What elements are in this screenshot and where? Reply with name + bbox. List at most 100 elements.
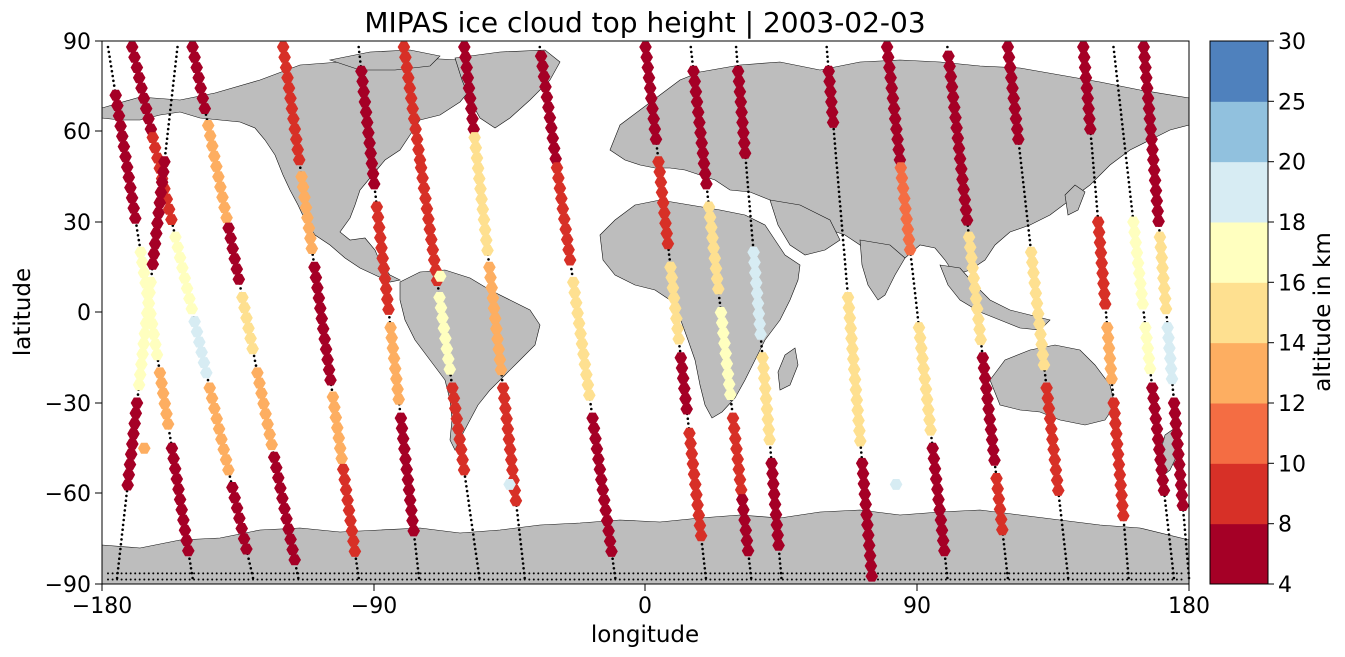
track-dot bbox=[1067, 578, 1070, 581]
cloud-marker bbox=[1162, 332, 1175, 344]
cloud-marker bbox=[1128, 226, 1141, 238]
track-dot bbox=[470, 523, 474, 527]
cloud-marker bbox=[370, 201, 384, 213]
track-dot bbox=[914, 301, 918, 305]
cloud-marker bbox=[406, 515, 419, 527]
track-dot bbox=[121, 528, 124, 531]
cloud-marker bbox=[1101, 332, 1115, 344]
cloud-marker bbox=[244, 333, 257, 344]
track-dot bbox=[1091, 161, 1095, 165]
cloud-marker bbox=[217, 444, 230, 455]
track-dot bbox=[211, 578, 214, 581]
cloud-marker bbox=[146, 132, 160, 143]
track-dot bbox=[958, 572, 961, 575]
track-dot bbox=[256, 578, 259, 581]
track-dot bbox=[168, 431, 171, 435]
cloud-marker bbox=[144, 276, 157, 288]
track-dot bbox=[215, 578, 218, 581]
cloud-marker bbox=[485, 282, 498, 294]
colorbar-block bbox=[1210, 101, 1268, 163]
cloud-marker bbox=[165, 214, 178, 225]
cloud-marker bbox=[1150, 423, 1164, 435]
track-dot bbox=[723, 572, 725, 575]
cloud-marker bbox=[1154, 241, 1168, 253]
track-dot bbox=[750, 572, 753, 575]
cloud-marker bbox=[265, 439, 278, 451]
cloud-marker bbox=[757, 362, 770, 374]
track-dot bbox=[836, 176, 840, 179]
cloud-marker bbox=[483, 261, 496, 273]
track-dot bbox=[1163, 499, 1167, 503]
track-dot bbox=[387, 578, 390, 581]
cloud-marker bbox=[949, 112, 962, 124]
track-dot bbox=[342, 578, 345, 581]
cloud-marker bbox=[1175, 489, 1189, 501]
cloud-marker bbox=[158, 398, 172, 410]
track-dot bbox=[166, 127, 170, 131]
track-dot bbox=[374, 578, 377, 581]
cloud-marker bbox=[359, 106, 373, 118]
track-dot bbox=[1053, 572, 1056, 575]
track-dot bbox=[550, 572, 553, 575]
cloud-marker bbox=[167, 453, 180, 464]
track-dot bbox=[843, 253, 846, 256]
track-dot bbox=[152, 572, 155, 575]
track-dot bbox=[931, 572, 934, 575]
track-dot bbox=[523, 572, 526, 575]
track-dot bbox=[967, 229, 970, 232]
track-dot bbox=[351, 578, 354, 581]
cloud-marker bbox=[572, 317, 586, 329]
track-dot bbox=[1157, 578, 1160, 581]
cloud-marker bbox=[341, 494, 354, 506]
track-dot bbox=[709, 578, 712, 581]
track-dot bbox=[945, 567, 948, 570]
track-dot bbox=[330, 388, 334, 392]
track-dot bbox=[1029, 243, 1032, 247]
track-dot bbox=[107, 572, 109, 575]
track-dot bbox=[515, 509, 519, 512]
track-dot bbox=[700, 542, 704, 546]
cloud-marker bbox=[396, 433, 410, 445]
track-dot bbox=[809, 572, 812, 575]
cloud-marker bbox=[727, 422, 741, 434]
track-dot bbox=[1153, 572, 1156, 575]
cloud-marker bbox=[1005, 72, 1018, 84]
track-dot bbox=[306, 572, 309, 575]
track-dot bbox=[369, 578, 372, 581]
cloud-marker bbox=[973, 323, 986, 335]
cloud-marker bbox=[1082, 103, 1095, 114]
cloud-marker bbox=[403, 494, 417, 506]
track-dot bbox=[1125, 161, 1128, 165]
cloud-marker bbox=[314, 302, 327, 314]
track-dot bbox=[835, 166, 839, 169]
cloud-marker bbox=[762, 424, 775, 435]
cloud-marker bbox=[562, 244, 575, 256]
track-dot bbox=[590, 407, 593, 411]
track-dot bbox=[136, 393, 140, 396]
cloud-marker bbox=[590, 443, 604, 455]
track-dot bbox=[1058, 504, 1062, 507]
track-dot bbox=[763, 572, 766, 575]
track-dot bbox=[1085, 578, 1088, 581]
track-dot bbox=[1012, 578, 1015, 581]
cloud-marker bbox=[296, 181, 310, 193]
track-dot bbox=[926, 572, 929, 575]
cloud-marker bbox=[321, 354, 334, 365]
track-dot bbox=[1186, 557, 1189, 560]
track-dot bbox=[854, 578, 857, 581]
track-dot bbox=[845, 578, 848, 581]
cloud-marker bbox=[374, 232, 387, 244]
track-dot bbox=[701, 552, 705, 556]
cloud-marker bbox=[599, 504, 612, 516]
cloud-marker bbox=[201, 120, 215, 131]
track-dot bbox=[963, 572, 966, 575]
track-dot bbox=[836, 180, 840, 184]
track-dot bbox=[220, 578, 223, 581]
cloud-marker bbox=[278, 51, 291, 63]
cloud-marker bbox=[400, 62, 414, 73]
track-dot bbox=[270, 578, 273, 581]
cloud-marker bbox=[1007, 92, 1020, 104]
cloud-marker bbox=[649, 133, 663, 145]
cloud-marker bbox=[1002, 51, 1016, 63]
cloud-marker bbox=[560, 234, 574, 245]
